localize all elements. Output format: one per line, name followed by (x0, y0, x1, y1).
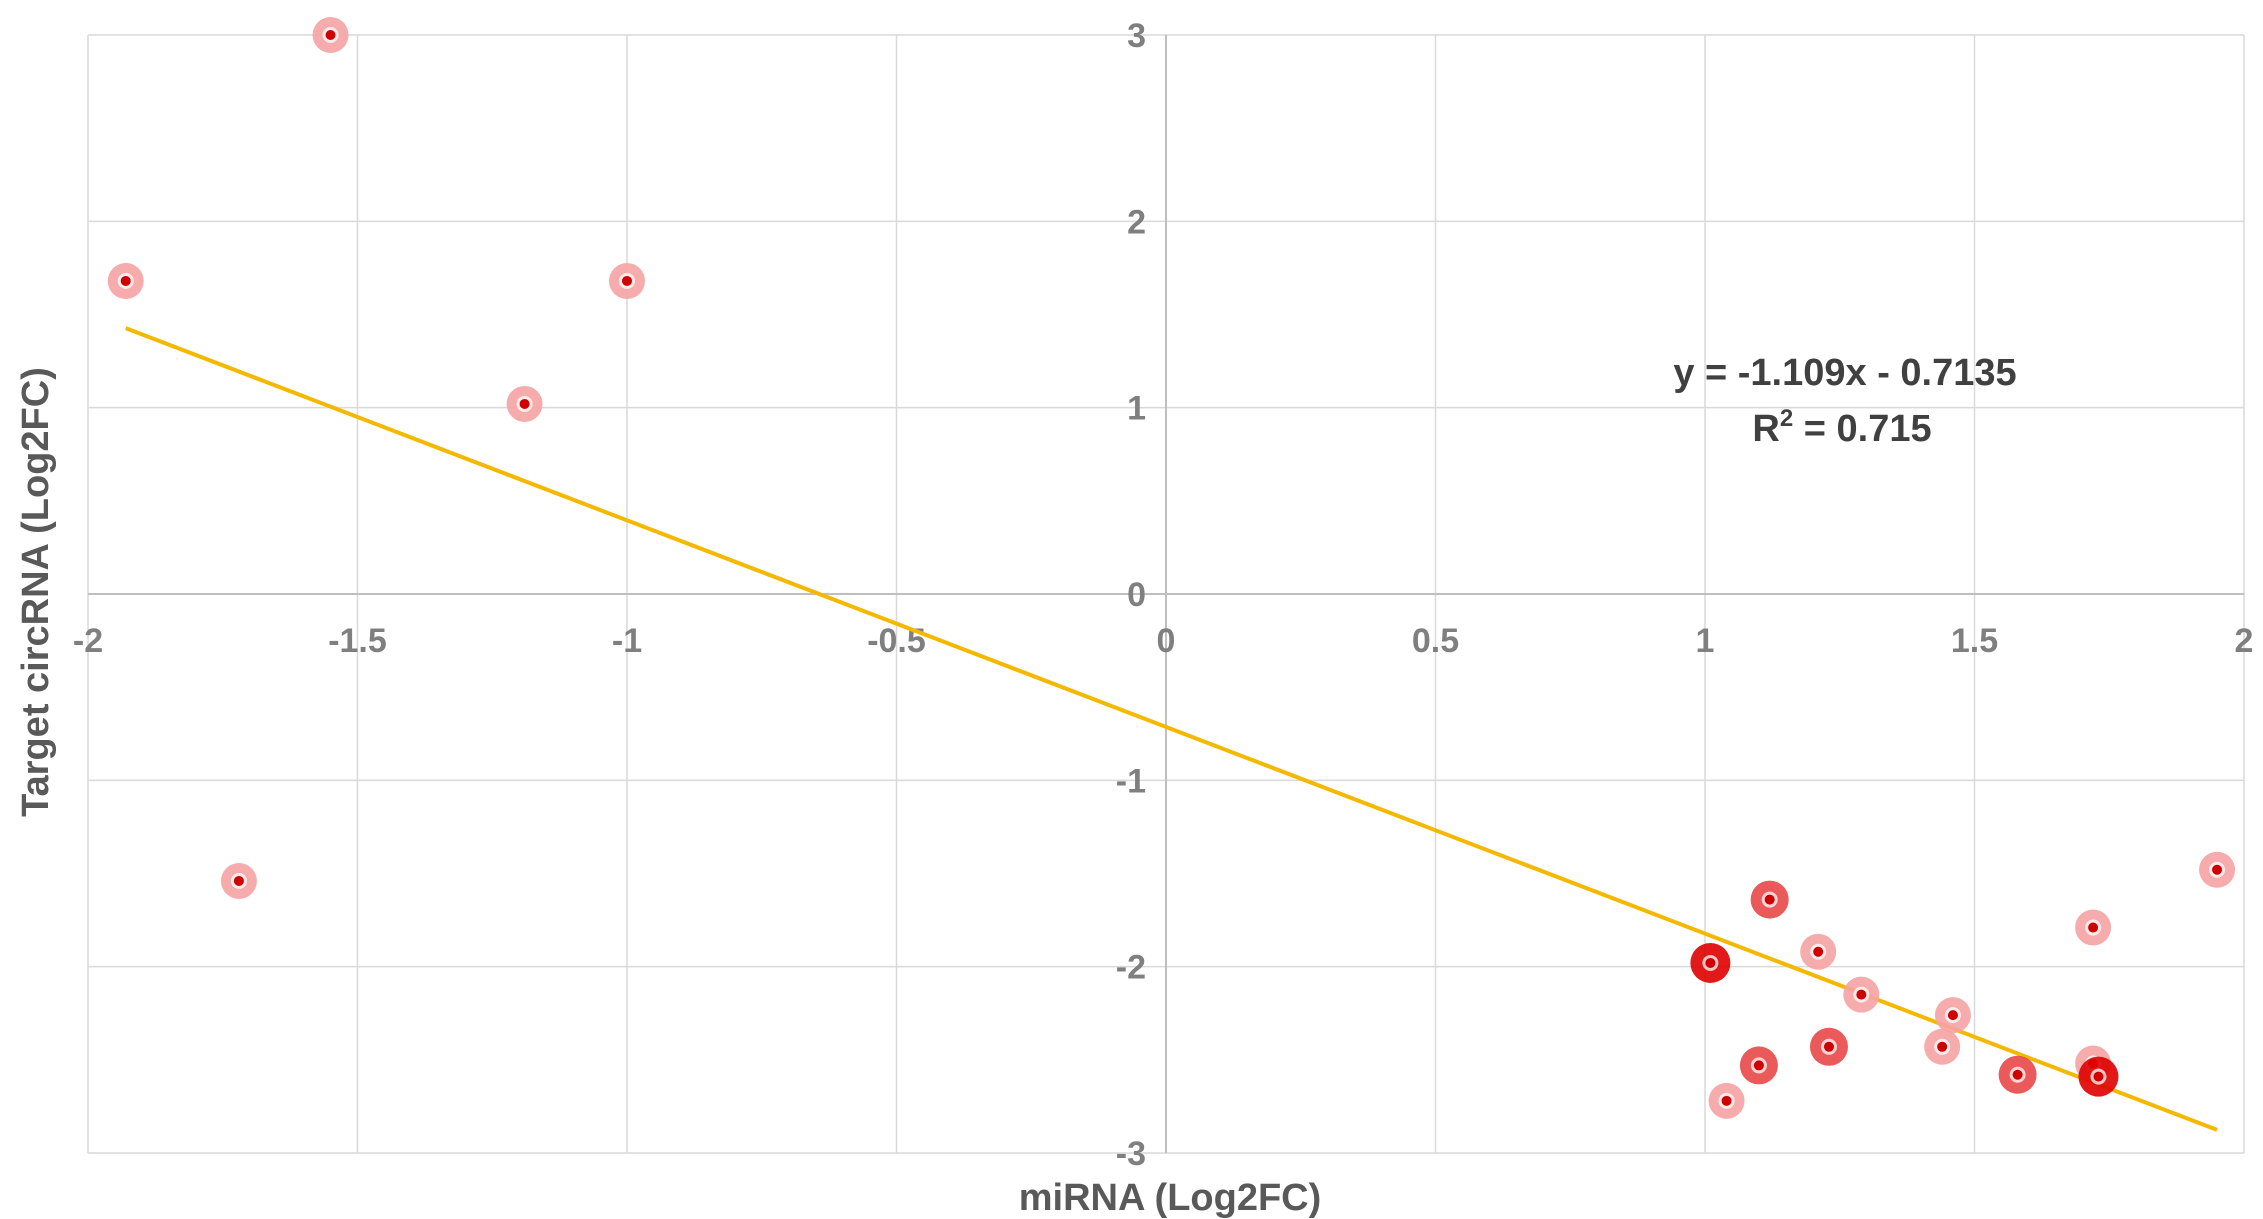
r-squared-value: = 0.715 (1793, 408, 1931, 450)
y-tick-label: 3 (1127, 17, 1146, 55)
data-point (609, 262, 645, 299)
data-point (506, 385, 543, 422)
y-tick-label: -3 (1116, 1135, 1146, 1173)
data-point-center (1721, 1095, 1732, 1106)
data-point-center (1813, 946, 1824, 957)
data-point-center (1856, 989, 1867, 1000)
data-point-center (325, 30, 336, 40)
y-tick-label: -1 (1116, 762, 1146, 800)
data-point-center (233, 875, 244, 886)
x-tick-label: 2 (2235, 622, 2254, 660)
data-point (1739, 1046, 1778, 1085)
data-points (107, 17, 2236, 1119)
x-tick-label: 1 (1696, 622, 1715, 660)
x-tick-label: -1 (612, 622, 642, 660)
data-point (1843, 976, 1880, 1013)
data-point (1809, 1027, 1848, 1066)
data-point-center (1753, 1060, 1764, 1071)
x-tick-label: -2 (73, 622, 103, 660)
y-axis-title: Target circRNA (Log2FC) (15, 367, 57, 817)
data-point (1750, 880, 1789, 919)
data-point-center (1947, 1010, 1958, 1021)
data-point (1708, 1082, 1745, 1119)
data-point (1690, 942, 1731, 983)
r-squared-label: R2 = 0.715 (1752, 405, 1931, 450)
data-point (1924, 1028, 1961, 1065)
data-point-center (622, 275, 632, 286)
data-point-center (120, 275, 131, 286)
data-point (1934, 997, 1971, 1034)
data-point (2199, 851, 2236, 888)
data-point-center (1764, 894, 1775, 905)
data-point-center (2093, 1071, 2104, 1082)
y-tick-label: -2 (1116, 949, 1146, 987)
data-point-center (2012, 1069, 2023, 1080)
data-point-center (1823, 1041, 1834, 1052)
r-squared-symbol: R (1752, 408, 1779, 450)
data-point (1800, 933, 1837, 970)
data-point-center (2212, 864, 2223, 875)
data-point (2078, 1056, 2119, 1097)
y-tick-label: 1 (1127, 390, 1146, 428)
x-axis-title: miRNA (Log2FC) (1019, 1177, 1322, 1219)
x-tick-label: 0.5 (1412, 622, 1459, 660)
x-tick-label: 0 (1157, 622, 1176, 660)
x-tick-labels: -2 -1.5 -1 -0.5 0 0.5 1 1.5 2 (73, 622, 2254, 660)
x-tick-label: -1.5 (328, 622, 387, 660)
data-point (2075, 909, 2112, 946)
y-tick-label: 0 (1127, 576, 1146, 614)
data-point (220, 862, 257, 899)
data-point-center (1705, 957, 1716, 968)
trendline-equation: y = -1.109x - 0.7135 (1673, 352, 2016, 394)
data-point-center (1937, 1041, 1948, 1052)
x-tick-label: 1.5 (1951, 622, 1998, 660)
y-tick-labels: -3 -2 -1 0 1 2 3 (1116, 17, 1146, 1173)
data-point (312, 17, 349, 53)
r-squared-superscript: 2 (1780, 405, 1793, 432)
y-tick-label: 2 (1127, 203, 1146, 241)
data-point-center (2088, 922, 2099, 933)
grid-lines (87, 34, 2245, 1154)
data-point (1998, 1055, 2037, 1094)
x-tick-label: -0.5 (867, 622, 926, 660)
data-point (107, 262, 144, 299)
data-point-center (519, 398, 530, 409)
